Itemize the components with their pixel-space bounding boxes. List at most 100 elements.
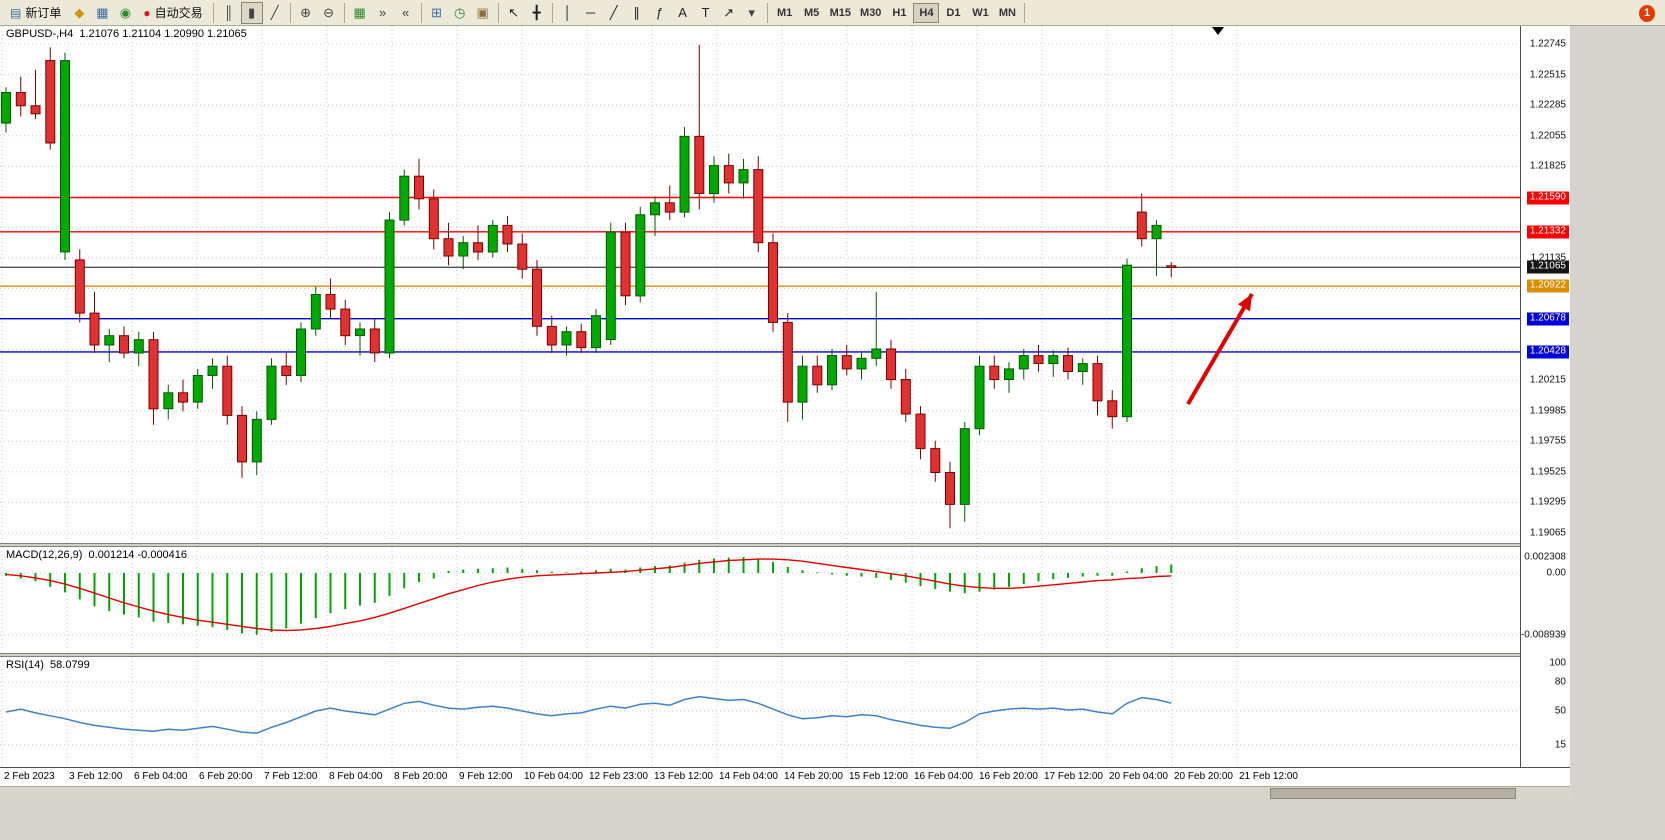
rsi-axis-label: 100 [1549,657,1566,669]
candle [989,365,1000,381]
macd-indicator-pane[interactable]: MACD(12,26,9) 0.001214 -0.000416 [0,547,1520,653]
chart-shift-marker[interactable] [1212,27,1224,35]
candle [310,294,321,330]
time-tick-label: 15 Feb 12:00 [849,771,908,782]
time-tick-label: 14 Feb 20:00 [784,771,843,782]
candle [428,198,439,240]
templates-icon[interactable]: ▣ [476,4,489,20]
price-axis[interactable]: 1.22745 1.22515 1.22285 1.22055 1.21825 1.211… [1520,26,1570,767]
chart-title: GBPUSD-,H4 1.21076 1.21104 1.20990 1.210… [6,28,247,40]
candle [974,365,985,430]
candle [1004,368,1014,380]
candle [296,328,306,376]
candle [959,428,970,505]
text-label-icon[interactable]: T [701,5,710,20]
price-tick: 1.22285 [1529,99,1566,111]
autotrading-button[interactable]: ● 自动交易 [137,2,208,24]
vertical-line-icon[interactable]: │ [563,5,572,20]
main-chart-pane[interactable]: GBPUSD-,H4 1.21076 1.21104 1.20990 1.210… [0,26,1520,543]
candle [1136,211,1147,240]
horizontal-scrollbar[interactable] [0,786,1570,800]
text-icon[interactable]: A [678,5,687,20]
timeframe-h4-button[interactable]: H4 [913,2,940,23]
line-chart-icon[interactable]: ╱ [270,4,279,20]
arrows-tool-icon[interactable]: ↗ [723,4,735,20]
candle [1092,363,1103,402]
toolbar-separator [212,2,214,23]
bar-chart-icon[interactable]: ║ [224,5,234,20]
timeframe-m1-button[interactable]: M1 [776,6,793,19]
timeframe-m5-button[interactable]: M5 [803,6,820,19]
candle [915,413,926,450]
objects-dropdown-icon[interactable]: ▾ [748,4,755,20]
toolbar-separator [551,2,553,23]
rsi-chart [0,657,1520,767]
candle [620,231,631,297]
trendline-icon[interactable]: ╱ [609,4,618,20]
data-window-icon[interactable]: ▦ [96,4,109,20]
timeframe-m30-button[interactable]: M30 [860,6,882,19]
timeframe-h1-button[interactable]: H1 [892,6,907,19]
timeframe-d1-button[interactable]: D1 [946,6,961,19]
candle [1,92,11,124]
candle [148,339,159,410]
price-tick: 1.22515 [1529,69,1566,81]
candle [133,339,144,354]
pane-divider-rsi[interactable] [0,653,1570,657]
new-chart-icon[interactable]: ⊞ [431,4,443,20]
candle [1033,355,1044,365]
candle [517,243,528,270]
price-badge-current-price: 1.21065 [1526,260,1569,274]
time-tick-label: 8 Feb 04:00 [329,771,383,782]
timeframe-w1-button[interactable]: W1 [972,6,989,19]
timeframe-mn-button[interactable]: MN [998,6,1016,19]
scrollbar-thumb[interactable] [1270,788,1516,799]
pane-divider-macd[interactable] [0,543,1570,547]
cursor-icon[interactable]: ↖ [508,4,520,20]
candlestick-chart[interactable] [0,26,1520,543]
toolbar-right: 1 [1635,0,1665,26]
channel-icon[interactable]: ∥ [633,4,640,20]
period-converter-icon[interactable]: ◷ [453,4,466,20]
time-tick-label: 6 Feb 20:00 [199,771,253,782]
fibonacci-icon[interactable]: ƒ [656,5,664,20]
auto-scroll-icon[interactable]: » [379,5,387,20]
candle [15,92,26,107]
candlestick-chart-icon[interactable]: ▮ [240,1,263,24]
candle [650,202,660,216]
new-order-button[interactable]: ▤ 新订单 [4,2,67,24]
chart-shift-icon[interactable]: « [402,5,410,20]
macd-chart [0,547,1520,653]
candle [266,365,277,420]
tile-windows-icon[interactable]: ▦ [353,4,366,20]
zoom-out-icon[interactable]: ⊖ [323,4,335,20]
price-tick: 1.21825 [1529,160,1566,172]
notification-badge[interactable]: 1 [1639,4,1655,22]
candle [207,365,218,377]
candle [281,365,292,377]
time-axis[interactable]: 2 Feb 2023 3 Feb 12:00 6 Feb 04:00 6 Feb 20… [0,767,1570,786]
candle [414,175,424,200]
navigator-icon[interactable]: ◉ [119,4,132,20]
candle [237,414,247,463]
crosshair-icon[interactable]: ╋ [532,4,541,20]
time-tick-label: 3 Feb 12:00 [69,771,123,782]
market-watch-icon[interactable]: ◆ [74,4,85,20]
candle [871,348,882,359]
candle [635,214,646,297]
time-tick-label: 21 Feb 12:00 [1239,771,1298,782]
timeframe-m15-button[interactable]: M15 [829,6,852,19]
candle [30,105,41,115]
candle [104,335,115,346]
rsi-indicator-pane[interactable]: RSI(14) 58.0799 [0,657,1520,767]
candle [930,448,941,474]
price-tick: 1.19985 [1529,405,1566,417]
horizontal-line-icon[interactable]: ─ [586,5,596,20]
drawn-arrow-object[interactable] [1186,292,1254,406]
candle [812,365,823,386]
time-tick-label: 14 Feb 04:00 [719,771,778,782]
chart-window: GBPUSD-,H4 1.21076 1.21104 1.20990 1.210… [0,26,1570,800]
new-order-icon: ▤ [10,5,22,20]
zoom-in-icon[interactable]: ⊕ [300,4,312,20]
candle [945,472,955,505]
